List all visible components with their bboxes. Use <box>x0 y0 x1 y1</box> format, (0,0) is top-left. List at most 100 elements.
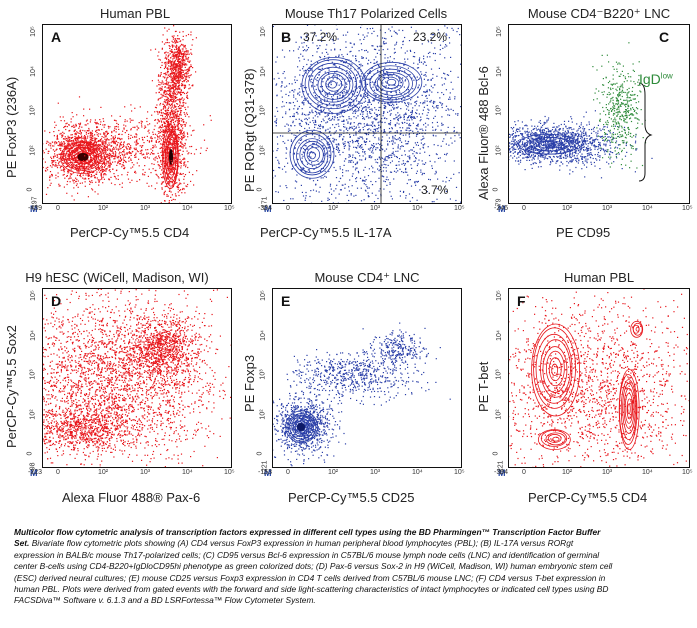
y-tick-label: 0 <box>492 451 500 456</box>
x-tick-label: 10⁴ <box>182 205 193 212</box>
x-tick-label: 10² <box>328 205 339 212</box>
y-axis-label: Alexa Fluor® 488 Bcl-6 <box>476 66 491 200</box>
population-bcl6-low <box>509 110 653 179</box>
x-axis-label: PerCP-Cy™5.5 IL-17A <box>260 225 392 240</box>
x-axis-label: PerCP-Cy™5.5 CD25 <box>288 490 415 505</box>
m-marker: M <box>264 468 272 478</box>
figure-caption: Multicolor flow cytometric analysis of t… <box>14 527 614 607</box>
x-tick-label: 0 <box>522 205 526 212</box>
panel-letter: B <box>281 29 292 45</box>
x-tick-label: 10³ <box>140 469 151 476</box>
x-tick-label: 10³ <box>370 205 381 212</box>
y-axis-label: PE FoxP3 (236A) <box>4 76 19 178</box>
y-tick-label: -221 <box>261 460 269 475</box>
population-igd-low-germinal-center <box>592 42 647 169</box>
population-foxp3-positive <box>157 25 197 115</box>
panel-letter: E <box>281 293 291 309</box>
y-tick-label: 10⁵ <box>29 26 37 37</box>
scatter-plot <box>273 322 451 467</box>
population-double-positive <box>115 293 217 392</box>
panel-title: Mouse CD4⁻B220⁺ LNC <box>527 6 671 21</box>
contour-tbet-low <box>537 429 571 451</box>
panel-d: H9 hESC (WiCell, Madison, WI) D PerCP-Cy… <box>0 262 235 524</box>
population-cd25-positive <box>286 345 451 413</box>
population-sox2-low <box>43 396 172 460</box>
panel-letter: D <box>51 293 62 309</box>
contour-cd4-positive <box>161 124 179 189</box>
x-tick-label: 10² <box>562 205 573 212</box>
x-tick-label: 10⁵ <box>454 469 465 476</box>
y-tick-label: 10² <box>495 408 503 420</box>
scatter-background <box>273 25 461 203</box>
x-axis-label: PerCP-Cy™5.5 CD4 <box>528 490 648 505</box>
x-tick-label: 10³ <box>370 469 381 476</box>
panel-c: Mouse CD4⁻B220⁺ LNC C IgDlow Alexa Fluor… <box>464 0 697 262</box>
quadrant-upper-left: 37.2% <box>303 30 338 44</box>
contour-foxp3-negative <box>285 410 319 444</box>
population-foxp3-negative <box>273 370 347 467</box>
panel-title: Human PBL <box>563 270 635 285</box>
y-tick-label: 10² <box>259 144 267 156</box>
x-tick-label: 10² <box>328 469 339 476</box>
x-tick-label: 0 <box>56 469 60 476</box>
y-axis-label: PE Foxp3 <box>242 354 257 412</box>
y-tick-label: 10⁴ <box>29 329 37 341</box>
x-tick-label: 10⁴ <box>642 205 653 212</box>
plot-area: D <box>42 288 232 468</box>
m-marker: M <box>30 468 38 478</box>
panel-e: Mouse CD4⁺ LNC E PE Foxp3 PerCP-Cy™5.5 C… <box>232 262 465 524</box>
scatter-background <box>57 100 212 190</box>
x-tick-label: 0 <box>286 205 290 212</box>
igd-low-bracket <box>638 82 653 182</box>
scatter-plot <box>273 25 461 203</box>
plot-area: A <box>42 24 232 204</box>
plot-area: C IgDlow <box>508 24 690 204</box>
scatter-background <box>509 289 689 467</box>
m-marker: M <box>498 468 506 478</box>
panel-title: Mouse Th17 Polarized Cells <box>284 6 448 21</box>
y-tick-label: 0 <box>256 187 264 192</box>
plot-area: E <box>272 288 462 468</box>
y-tick-label: 10⁵ <box>495 26 503 37</box>
y-tick-label: -171 <box>261 196 269 211</box>
panel-letter: C <box>659 29 670 45</box>
contour-cd4-negative <box>531 323 581 417</box>
y-tick-label: 10⁵ <box>29 290 37 301</box>
m-marker: M <box>498 204 506 214</box>
caption-bold: Multicolor flow cytometric analysis of t… <box>14 527 601 549</box>
contour-upper-left <box>301 56 367 114</box>
x-tick-label: 10⁵ <box>224 205 235 212</box>
x-tick-label: 0 <box>56 205 60 212</box>
x-tick-label: -223 <box>28 469 43 476</box>
panel-title: Human PBL <box>99 6 171 21</box>
x-tick-label: 10⁵ <box>224 469 235 476</box>
y-tick-label: 10³ <box>495 369 503 380</box>
y-tick-label: 10⁴ <box>495 329 503 341</box>
m-marker: M <box>264 204 272 214</box>
x-axis-label: Alexa Fluor 488® Pax-6 <box>62 490 201 505</box>
y-tick-label: 10⁵ <box>259 290 267 301</box>
y-tick-label: 10³ <box>495 105 503 116</box>
y-tick-label: 10³ <box>259 369 267 380</box>
scatter-background <box>43 289 231 467</box>
contour-cd4-positive <box>618 369 640 450</box>
plot-area: B 37.2% 23.2% 3.7% <box>272 24 462 204</box>
x-tick-label: 10⁵ <box>682 205 693 212</box>
scatter-plot <box>43 25 212 203</box>
y-tick-label: -197 <box>31 196 39 211</box>
contour-upper-right <box>361 61 423 103</box>
scatter-plot <box>509 289 689 467</box>
x-axis-label: PE CD95 <box>556 225 611 240</box>
panel-title: Mouse CD4⁺ LNC <box>314 270 420 285</box>
y-tick-label: 10⁴ <box>259 65 267 77</box>
y-tick-label: 10⁵ <box>495 290 503 301</box>
y-tick-label: -221 <box>497 460 505 475</box>
contour-lower-left <box>289 129 335 179</box>
x-tick-label: -153 <box>258 469 273 476</box>
scatter-plot <box>43 289 231 467</box>
contour-cd4-negative <box>60 141 105 174</box>
y-axis-label: PE RORgt (Q31-378) <box>242 68 257 192</box>
x-tick-label: -246 <box>494 205 509 212</box>
y-tick-label: 0 <box>26 187 34 192</box>
x-tick-label: 10⁵ <box>454 205 465 212</box>
